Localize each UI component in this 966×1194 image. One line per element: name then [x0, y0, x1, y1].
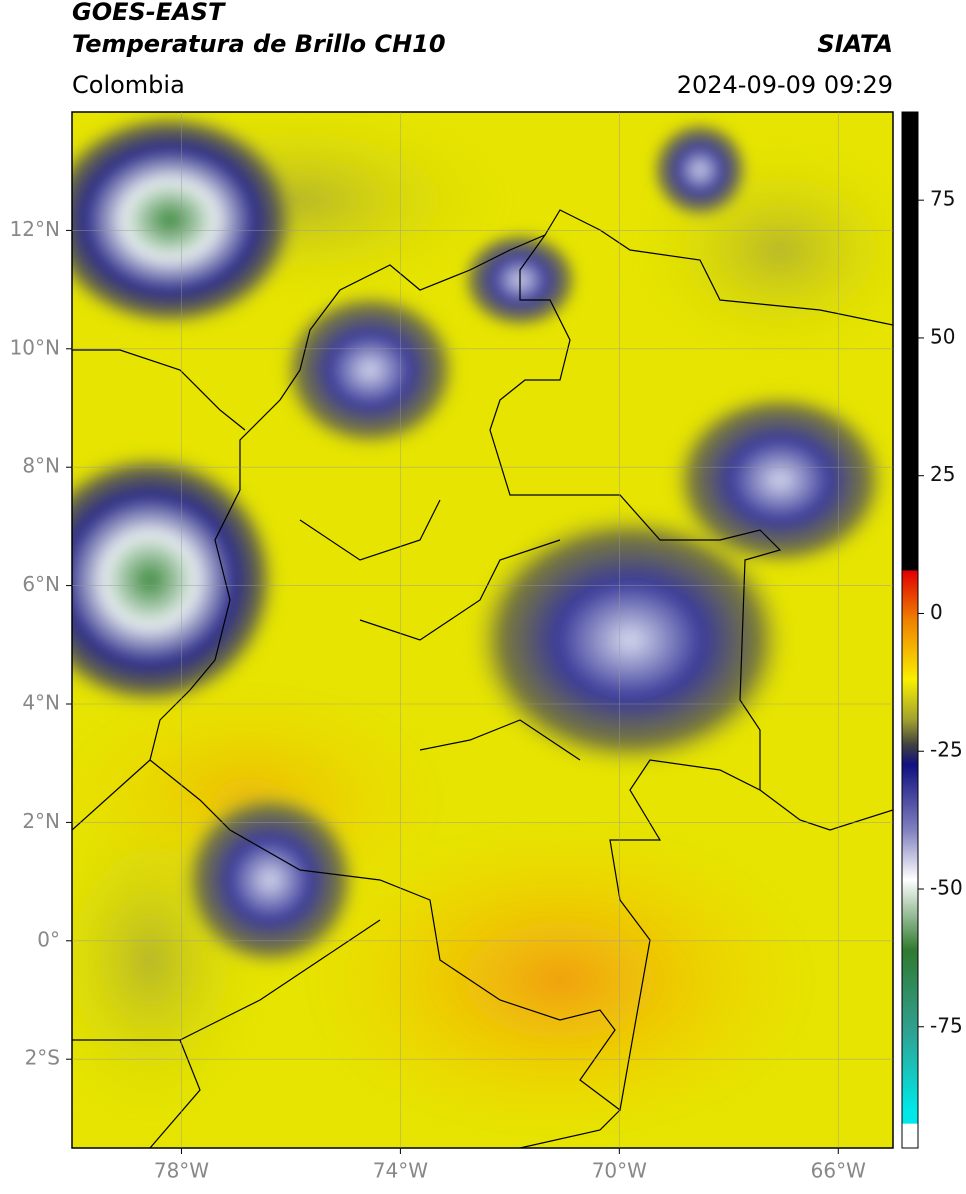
colorbar-tick-label: 50: [930, 324, 955, 348]
region: Colombia: [72, 71, 185, 99]
x-tick-label: 74°W: [373, 1159, 428, 1183]
y-tick-label: 2°N: [22, 809, 60, 833]
title: Temperatura de Brillo CH10: [72, 30, 446, 58]
y-tick-label: 0°: [37, 927, 60, 951]
y-tick-label: 10°N: [10, 335, 60, 359]
title: GOES-EAST: [72, 0, 226, 26]
map-frame: [71, 111, 894, 1149]
y-tick-label: 2°S: [25, 1046, 60, 1070]
y-tick-label: 4°N: [22, 691, 60, 715]
colorbar-tick-label: 25: [930, 462, 955, 486]
colorbar-tick-label: 0: [930, 600, 943, 624]
colorbar-tick-label: 75: [930, 187, 955, 211]
y-tick-label: 8°N: [22, 454, 60, 478]
y-tick-label: 6°N: [22, 572, 60, 596]
colorbar: [901, 111, 919, 1149]
satellite-image: [72, 112, 893, 1148]
timestamp: 2024-09-09 09:29: [677, 71, 893, 99]
source: SIATA: [817, 30, 893, 58]
colorbar-tick-label: -75: [930, 1013, 963, 1037]
x-tick-label: 66°W: [811, 1159, 866, 1183]
colorbar-tick-label: -25: [930, 738, 963, 762]
x-tick-label: 78°W: [154, 1159, 209, 1183]
y-tick-label: 12°N: [10, 217, 60, 241]
x-tick-label: 70°W: [592, 1159, 647, 1183]
colorbar-tick-label: -50: [930, 876, 963, 900]
